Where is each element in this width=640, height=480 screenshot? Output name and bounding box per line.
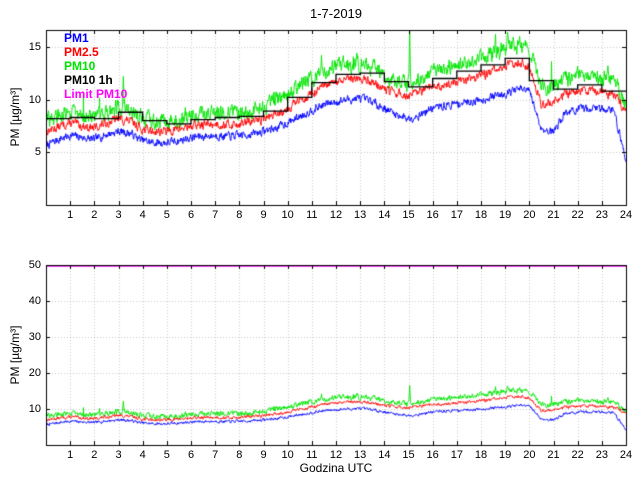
plot-canvas (0, 0, 640, 480)
pm-chart-figure: 1-7-2019 PM [µg/m³] PM [µg/m³] Godzina U… (0, 0, 640, 480)
